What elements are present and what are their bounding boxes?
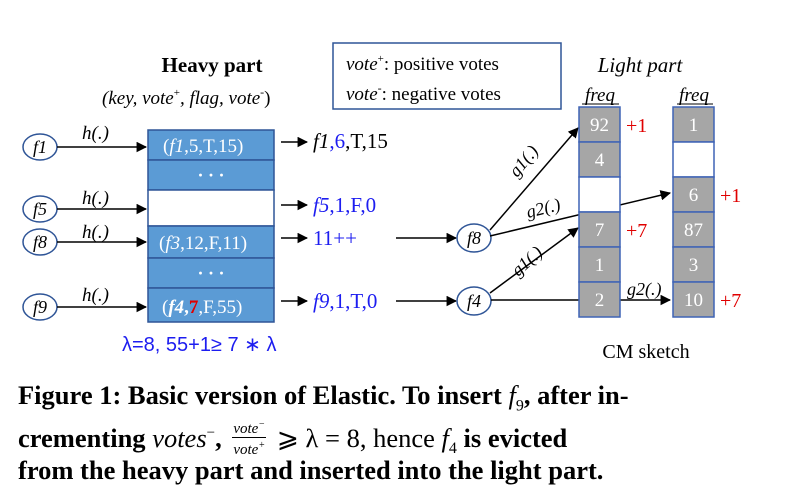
hash-label: h(.) (82, 285, 109, 306)
heavy-bucket (147, 129, 275, 161)
cm-counter-value: 1 (595, 255, 605, 276)
cm-counter-value: 87 (684, 220, 703, 241)
flow-f8: f8 (22, 228, 58, 256)
svg-text:f9: f9 (33, 297, 47, 317)
legend-negative: vote-: negative votes (346, 81, 501, 105)
svg-text:f4: f4 (467, 291, 481, 311)
legend-positive: vote+: positive votes (346, 53, 499, 75)
svg-text:f8: f8 (467, 228, 481, 248)
figure-caption-line-2: crementing votes−, vote− vote+ ⩾ λ = 8, h… (18, 419, 568, 459)
cm-column-1: 92 +1 4 7 +7 1 2 (578, 106, 647, 318)
cm-counter (672, 141, 715, 178)
lambda-condition: λ=8, 55+1≥ 7 ∗ λ (122, 334, 277, 356)
cm-counter (578, 281, 621, 318)
cm-counter (672, 211, 715, 248)
cm-counter (578, 246, 621, 283)
cm-increment-annotation: +1 (626, 115, 647, 137)
cm-increment-annotation: +1 (720, 185, 741, 207)
flow-f4-middle: f4 (456, 286, 492, 316)
svg-text:f5: f5 (33, 199, 47, 219)
cm-counter-value: 7 (595, 220, 605, 241)
bucket-dots: · · · (197, 165, 224, 185)
result-f1: f1,6,T,15 (313, 129, 388, 153)
cm-counter-value: 3 (689, 255, 699, 276)
heavy-bucket (147, 189, 275, 227)
heavy-part-subtitle: (key, vote+, flag, vote-) (102, 85, 270, 109)
cm-counter (672, 176, 715, 213)
cm-counter-value: 6 (689, 185, 699, 206)
flow-f9: f9 (22, 293, 58, 321)
g-hash-arrow (489, 127, 579, 231)
freq-label-1: freq (585, 85, 615, 106)
svg-text:f8: f8 (33, 232, 47, 252)
result-f9: f9,1,T,0 (313, 289, 377, 313)
bucket-f4: (f4,7,F,55) (162, 297, 242, 318)
cm-increment-annotation: +7 (626, 220, 647, 242)
cm-counter-value: 2 (595, 290, 605, 311)
cm-counter (672, 281, 715, 318)
cm-counter (672, 246, 715, 283)
flow-f1: f1 (22, 133, 58, 161)
heavy-bucket (147, 287, 275, 323)
hash-label: h(.) (82, 222, 109, 243)
cm-increment-annotation: +7 (720, 290, 741, 312)
cm-counter (578, 141, 621, 178)
bucket-f3: (f3,12,F,11) (159, 233, 247, 254)
cm-column-2: 1 6 +1 87 3 10 +7 (672, 106, 741, 318)
heavy-bucket (147, 225, 275, 259)
cm-counter-value: 4 (595, 150, 605, 171)
figure-caption-line-3: from the heavy part and inserted into th… (18, 455, 604, 485)
cm-counter-value: 92 (590, 115, 609, 136)
light-part-title: Light part (597, 53, 684, 77)
elastic-diagram: Heavy part (key, vote+, flag, vote-) vot… (22, 42, 741, 363)
figure-caption-line-1: Figure 1: Basic version of Elastic. To i… (18, 380, 629, 415)
result-f5: f5,1,F,0 (313, 193, 376, 217)
cm-counter (672, 106, 715, 143)
cm-counter-value: 1 (689, 115, 699, 136)
cm-counter-value: 10 (684, 290, 703, 311)
cm-counter (578, 176, 621, 213)
flow-f8-middle: f8 (456, 223, 492, 253)
bucket-f1: (f1,5,T,15) (163, 136, 243, 157)
hash-label: h(.) (82, 123, 109, 144)
cm-counter (578, 211, 621, 248)
heavy-bucket-array (147, 129, 275, 323)
g-hash-arrow (489, 227, 579, 294)
cm-sketch-label: CM sketch (602, 341, 689, 363)
vote-ratio-fraction: vote− vote+ (232, 419, 267, 459)
flow-f5: f5 (22, 195, 58, 223)
svg-text:f1: f1 (33, 137, 47, 157)
hash-label: h(.) (82, 188, 109, 209)
g2-label: g2(.) (524, 194, 563, 223)
legend-box (332, 42, 562, 110)
g2-label: g2(.) (627, 279, 662, 300)
heavy-part-title: Heavy part (162, 53, 263, 77)
result-f3: 11++ (313, 226, 357, 250)
bucket-dots: · · · (197, 263, 224, 283)
freq-label-2: freq (679, 85, 709, 106)
